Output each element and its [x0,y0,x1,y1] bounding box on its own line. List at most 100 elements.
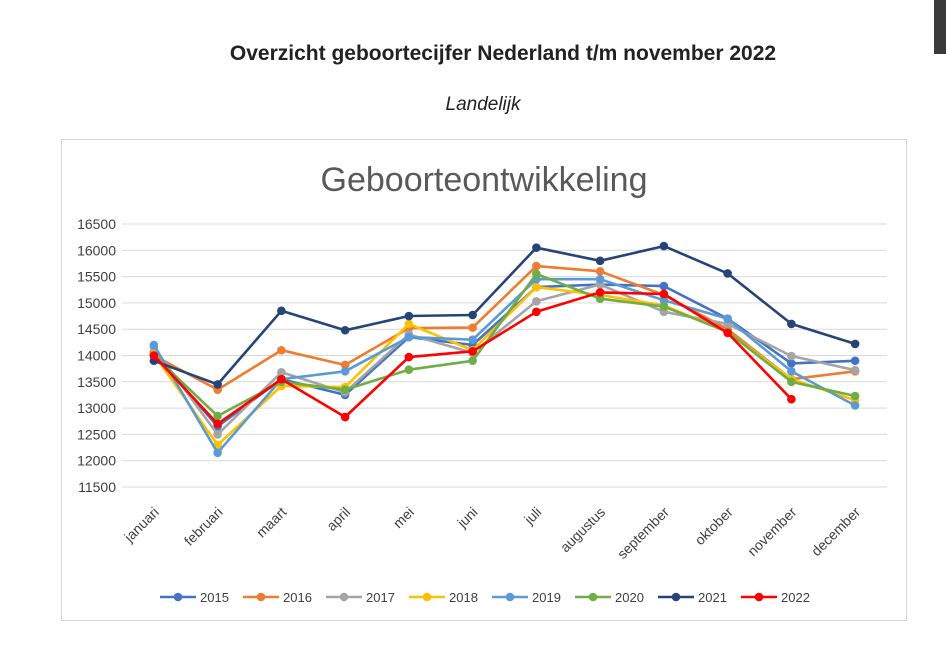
data-point [277,368,286,377]
legend-item: 2022 [741,590,810,605]
chart-gridlines [122,223,887,488]
legend-label: 2018 [449,590,478,605]
chart-title: Geboorteontwikkeling [321,161,648,199]
data-point [213,430,222,439]
legend-swatch-marker [588,592,598,602]
data-point [277,374,286,384]
y-tick-label: 13500 [77,374,116,390]
x-tick-label: juni [453,504,480,531]
data-point [213,419,222,429]
data-point [850,339,860,349]
line-chart: Geboorteontwikkeling 11500 12000 12500 1300… [77,161,887,605]
data-point [659,281,669,291]
data-point [787,319,796,329]
legend-label: 2021 [698,590,727,605]
data-point [787,394,796,404]
data-point [532,243,541,252]
data-point [532,261,541,271]
data-point [723,269,732,278]
data-point [787,359,796,368]
data-point [659,302,669,311]
y-tick-label: 13000 [77,400,116,416]
series-2021 [149,241,860,389]
series-2019 [149,274,860,458]
data-point [723,328,732,338]
data-point [595,294,605,303]
data-point [850,401,860,410]
data-point [595,274,605,284]
data-point [850,391,860,401]
data-point [532,307,541,317]
x-axis: januari februari maart april mei juni juli augu… [120,504,863,562]
data-point [340,360,350,370]
data-point [340,366,350,376]
y-tick-label: 14500 [77,321,116,337]
data-point [723,314,732,323]
legend-label: 2022 [781,590,810,605]
series-line [153,244,856,386]
legend-item: 2021 [658,590,727,605]
y-tick-label: 15000 [77,295,116,311]
legend-item: 2019 [492,590,561,605]
data-point [404,311,414,321]
legend-label: 2015 [200,590,229,605]
chart-legend: 2015 2016 2017 2018 2019 2020 2021 2022 [160,590,810,605]
data-point [468,323,477,332]
data-point [277,306,286,316]
data-point [595,256,605,266]
legend-swatch-marker [173,592,183,602]
data-point [532,269,541,279]
data-point [659,241,669,251]
page-corner-mark [934,0,946,54]
x-tick-label: maart [253,504,290,541]
y-tick-label: 15500 [77,269,116,285]
data-point [404,332,414,342]
x-tick-label: februari [181,504,226,549]
legend-item: 2015 [160,590,229,605]
series-line [152,283,856,436]
data-point [277,345,286,355]
data-point [404,365,414,375]
legend-swatch-marker [754,592,764,602]
legend-swatch-marker [339,592,349,602]
page-title: Overzicht geboortecijfer Nederland t/m n… [229,42,777,65]
data-point [787,377,796,387]
data-point [787,351,796,361]
data-point [850,356,860,366]
legend-swatch-marker [505,592,515,602]
y-tick-label: 12500 [77,426,116,442]
data-point [404,319,414,329]
data-point [149,340,159,350]
data-point [532,297,541,306]
x-tick-label: mei [390,504,417,531]
data-point [213,380,222,389]
legend-item: 2017 [326,590,395,605]
data-point [213,448,222,458]
y-tick-label: 16000 [77,242,116,258]
x-tick-label: oktober [691,504,736,549]
page-subtitle: Landelijk [445,94,521,115]
data-point [468,310,477,320]
data-point [468,346,477,356]
legend-item: 2020 [575,590,644,605]
data-point [340,385,350,394]
y-tick-label: 12000 [77,453,116,469]
series-2022 [149,288,796,429]
x-tick-label: december [808,504,864,560]
y-tick-label: 14000 [77,348,116,364]
x-tick-label: augustus [557,504,608,555]
data-point [468,356,477,366]
chart-frame: Geboorteontwikkeling 11500 12000 12500 1300… [61,139,907,621]
data-point [595,288,605,297]
x-tick-label: april [323,504,353,534]
data-point [532,282,541,292]
legend-label: 2017 [366,590,395,605]
data-point [213,411,222,421]
data-point [340,325,350,335]
legend-label: 2019 [532,590,561,605]
data-point [404,352,414,362]
legend-swatch-marker [256,592,266,602]
data-point [850,365,860,375]
y-axis: 11500 12000 12500 13000 13500 14000 14500 15000… [77,216,116,495]
x-tick-label: november [744,504,800,560]
